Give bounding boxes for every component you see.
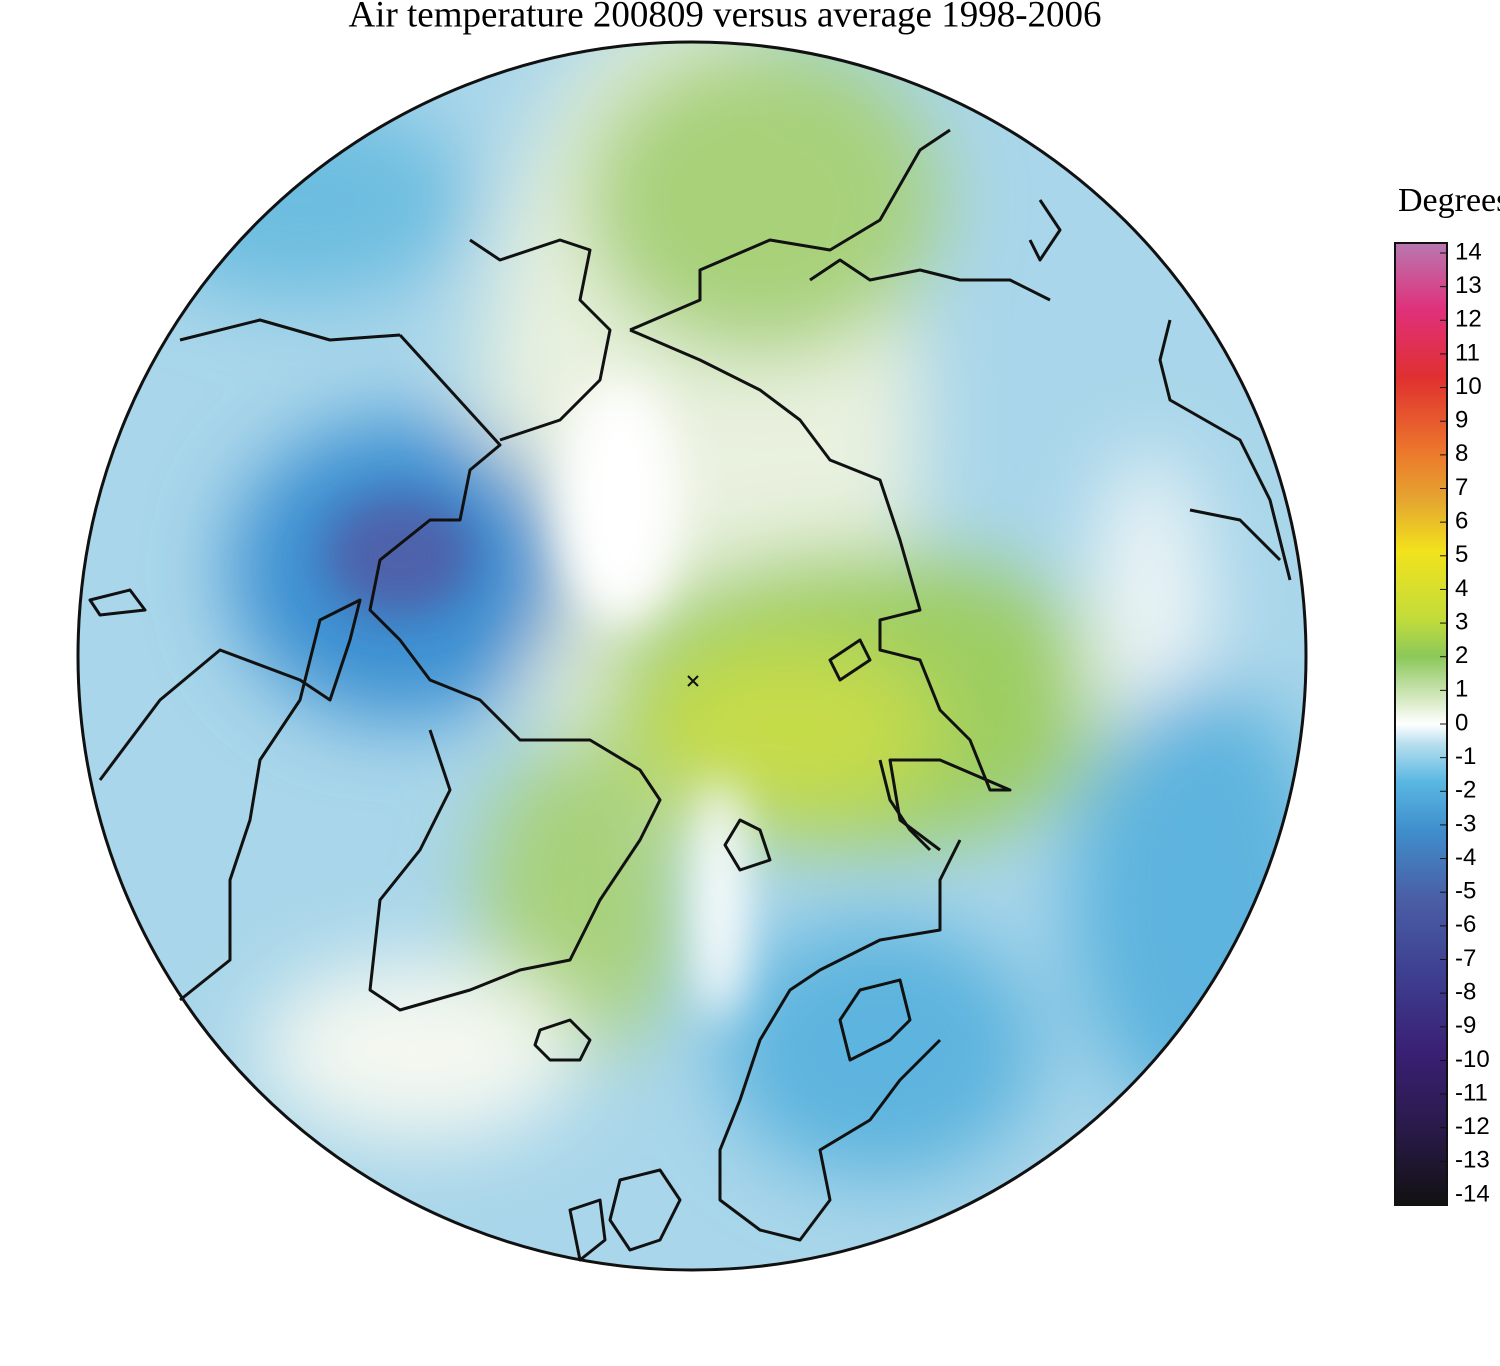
tick-label: 2: [1455, 642, 1468, 669]
tick-label: -9: [1455, 1012, 1476, 1039]
map-title: Air temperature 200809 versus average 19…: [348, 0, 1101, 35]
tick-label: 7: [1455, 474, 1468, 501]
tick-label: 9: [1455, 407, 1468, 434]
tick-label: -11: [1455, 1079, 1488, 1106]
tick-label: 14: [1455, 238, 1482, 265]
tick-label: 6: [1455, 507, 1468, 534]
map-border: [76, 40, 1308, 1272]
tick-label: -4: [1455, 844, 1476, 871]
tick-label: 8: [1455, 440, 1468, 467]
temperature-field: [78, 42, 1306, 1270]
tick-label: -12: [1455, 1113, 1490, 1140]
tick-label: 13: [1455, 272, 1482, 299]
tick-label: -7: [1455, 945, 1476, 972]
tick-label: 1: [1455, 676, 1468, 703]
tick-label: 5: [1455, 541, 1468, 568]
tick-label: -5: [1455, 878, 1476, 905]
color-bar: [1394, 242, 1448, 1206]
tick-label: 10: [1455, 373, 1482, 400]
tick-label: -2: [1455, 777, 1476, 804]
tick-label: -10: [1455, 1046, 1490, 1073]
tick-label: -6: [1455, 911, 1476, 938]
tick-label: -14: [1455, 1180, 1490, 1207]
tick-label: -13: [1455, 1147, 1490, 1174]
color-bar-ticks: 14131211109876543210-1-2-3-4-5-6-7-8-9-1…: [1440, 238, 1490, 1207]
pole-marker: [687, 675, 699, 687]
tick-label: 4: [1455, 575, 1468, 602]
tick-label: 3: [1455, 608, 1468, 635]
tick-label: -8: [1455, 978, 1476, 1005]
tick-label: 11: [1455, 339, 1480, 366]
legend-title: Degrees C: [1398, 182, 1500, 219]
tick-label: -1: [1455, 743, 1476, 770]
tick-label: 0: [1455, 709, 1468, 736]
coastlines: [88, 128, 1292, 1262]
tick-label: 12: [1455, 306, 1482, 333]
tick-label: -3: [1455, 810, 1476, 837]
